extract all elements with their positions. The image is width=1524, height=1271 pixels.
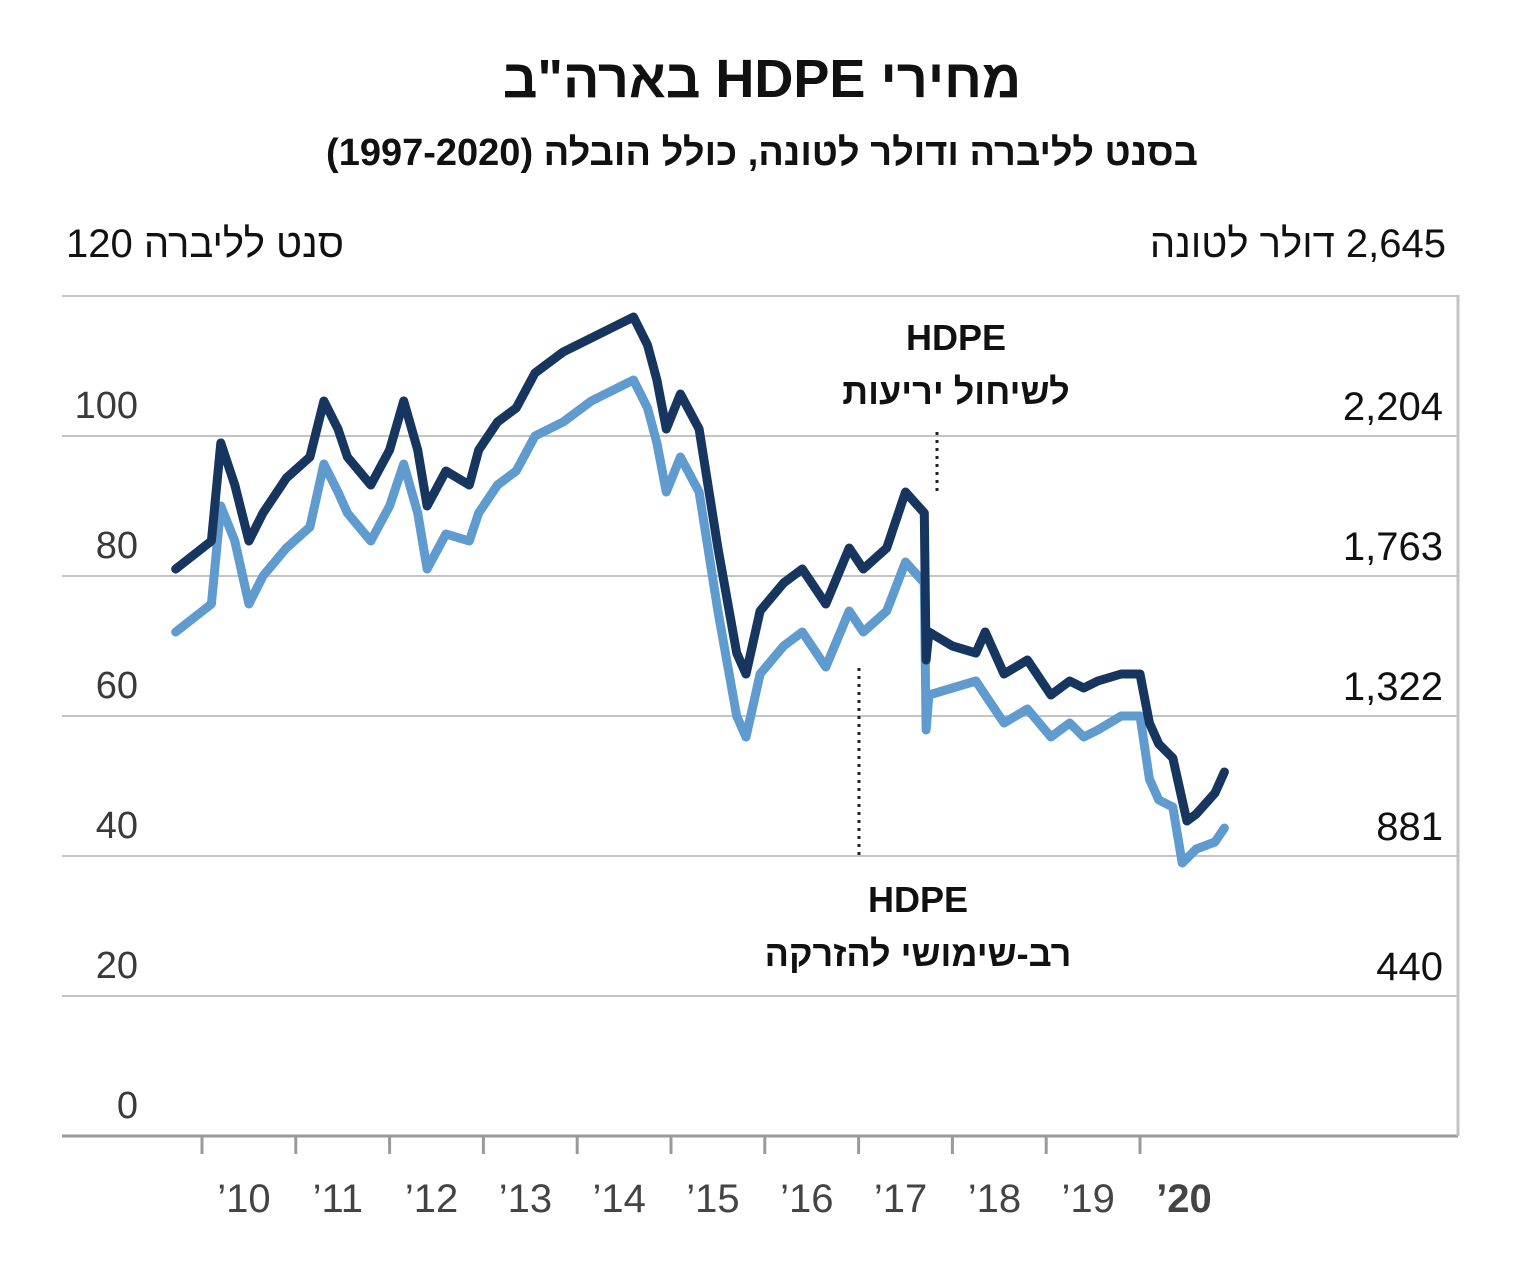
grid-layer — [62, 295, 1460, 1138]
y-tick-right-40: 881 — [1376, 805, 1443, 849]
x-tick-label-2016: ’16 — [780, 1177, 833, 1221]
y-tick-right-100: 2,204 — [1343, 385, 1443, 429]
x-tick-label-2012: ’12 — [405, 1177, 458, 1221]
tick-labels: 0 20 40 60 80 100 440 881 1,322 1,763 2,204 ’10 ’11 ’… — [75, 385, 1443, 1221]
x-tick-label-2018: ’18 — [968, 1177, 1021, 1221]
x-tick-label-2020: ’20 — [1156, 1177, 1212, 1221]
y-tick-left-0: 0 — [117, 1085, 138, 1127]
annotation-blow-molding-label: לשיחול יריעות — [842, 371, 1069, 412]
chart-title: מחירי HDPE בארה"ב — [502, 49, 1022, 109]
y-tick-left-40: 40 — [96, 805, 138, 847]
left-axis-unit-label: סנט לליברה 120 — [66, 222, 344, 266]
x-tick-label-2014: ’14 — [593, 1177, 646, 1221]
x-tick-label-2017: ’17 — [874, 1177, 927, 1221]
y-tick-right-20: 440 — [1376, 945, 1443, 989]
chart-subtitle: בסנט לליברה ודולר לטונה, כולל הובלה (199… — [326, 132, 1198, 174]
y-tick-left-60: 60 — [96, 665, 138, 707]
y-tick-left-100: 100 — [75, 385, 138, 427]
annotation-injection-label: רב-שימושי להזרקה — [765, 933, 1072, 974]
y-tick-left-80: 80 — [96, 525, 138, 567]
y-tick-left-20: 20 — [96, 945, 138, 987]
right-axis-unit-label: 2,645 דולר לטונה — [1149, 222, 1446, 266]
annotation-injection-title: HDPE — [868, 879, 968, 920]
y-tick-right-80: 1,763 — [1343, 525, 1443, 569]
x-tick-label-2011: ’11 — [313, 1177, 363, 1221]
x-tick-label-2013: ’13 — [499, 1177, 552, 1221]
annotation-blow-molding-title: HDPE — [906, 317, 1006, 358]
x-tick-label-2010: ’10 — [217, 1177, 270, 1221]
annotations: HDPE לשיחול יריעות HDPE רב-שימושי להזרקה — [765, 317, 1072, 974]
series-layer — [171, 312, 1229, 868]
series-line-injection — [171, 375, 1229, 868]
x-tick-label-2019: ’19 — [1062, 1177, 1115, 1221]
series-line-blow_molding — [171, 312, 1229, 826]
x-tick-label-2015: ’15 — [686, 1177, 739, 1221]
annotation-leader-lines — [857, 432, 939, 856]
y-tick-right-60: 1,322 — [1343, 665, 1443, 709]
